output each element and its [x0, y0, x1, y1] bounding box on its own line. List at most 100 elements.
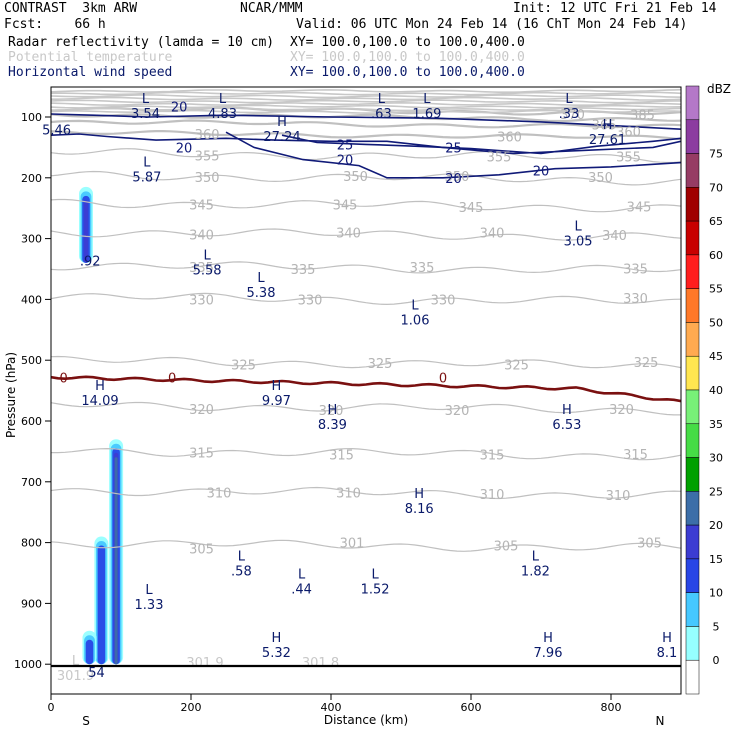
theta-label-315-3: 315 — [480, 448, 505, 463]
colorbar-swatch-1 — [685, 85, 700, 121]
field-wind-name: Horizontal wind speed — [8, 65, 173, 80]
wind-contour-20-top — [51, 113, 681, 130]
extremum-value-18: 6.53 — [552, 418, 581, 433]
header-forecast: Fcst: 66 h — [4, 17, 106, 32]
theta-label-365-1: 365 — [592, 118, 617, 133]
extremum-value-13: 5.38 — [247, 286, 276, 301]
reflectivity-cell-4-level-3 — [85, 639, 94, 665]
extremum-letter-22: L — [298, 567, 306, 582]
extremum-value-5: .33 — [559, 107, 580, 122]
theta-label-365-2: 360 — [616, 126, 641, 141]
theta-contour-320 — [51, 401, 681, 416]
theta-contour-345 — [51, 198, 681, 213]
colorbar-swatch-6 — [685, 254, 700, 289]
extremum-value-26: 7.96 — [534, 646, 563, 661]
extremum-value-27: 8.1 — [657, 646, 678, 661]
freezing-level-layer — [51, 375, 681, 403]
theta-label-320-1: 320 — [189, 403, 214, 418]
colorbar-label-75: 75 — [709, 148, 723, 161]
header-init: Init: 12 UTC Fri 21 Feb 14 — [513, 1, 717, 16]
theta-label-305-4: 305 — [637, 537, 662, 552]
y-tick-label-400: 400 — [21, 293, 42, 306]
extremum-value-23: 1.52 — [361, 582, 390, 597]
extremum-letter-23: L — [371, 567, 379, 582]
extremum-letter-7: H — [277, 115, 287, 130]
colorbar: 0 5 10 15 20 25 30 35 40 45 50 55 60 65 70 75 — [685, 85, 723, 695]
extremum-letter-27: H — [662, 631, 672, 646]
colorbar-swatch-12 — [685, 457, 700, 492]
field-reflectivity-xy: XY= 100.0,100.0 to 100.0,400.0 — [290, 35, 525, 50]
theta-label-355-3: 355 — [616, 151, 641, 166]
extremum-letter-9: L — [143, 156, 151, 171]
potential-temperature-layer — [51, 88, 681, 552]
extremum-value-6: 5.46 — [42, 123, 71, 138]
colorbar-label-10: 10 — [709, 587, 723, 600]
colorbar-swatch-4 — [685, 187, 700, 222]
x-tick-label-200: 200 — [181, 701, 202, 714]
x-axis-left-end-label: S — [82, 714, 90, 728]
field-wind-xy: XY= 100.0,100.0 to 100.0,400.0 — [290, 65, 525, 80]
colorbar-swatch-11 — [685, 423, 700, 458]
extremum-letter-24: L — [145, 583, 153, 598]
wind-contour-20-b — [225, 131, 681, 179]
wind-label-20-4: 20 — [445, 172, 462, 187]
extremum-letter-30: L — [72, 654, 80, 669]
extremum-letter-1: L — [142, 92, 150, 107]
theta-label-350-2: 350 — [343, 170, 368, 185]
extremum-letter-14: L — [411, 299, 419, 314]
wind-label-20-3: 20 — [337, 154, 354, 169]
header-org: NCAR/MMM — [240, 1, 303, 16]
theta-upper-band-3 — [51, 94, 681, 99]
theta-label-330-1: 330 — [189, 293, 214, 308]
wind-label-25-1: 25 — [337, 138, 354, 153]
extremum-value-17: 8.39 — [318, 418, 347, 433]
theta-label-310-3: 310 — [480, 488, 505, 503]
extremum-value-11: .92 — [80, 255, 101, 270]
theta-label-345-1: 345 — [189, 199, 214, 214]
extremum-value-25: 5.32 — [262, 646, 291, 661]
theta-contour-305 — [51, 539, 681, 552]
extremum-letter-16: H — [272, 379, 282, 394]
extremum-value-3: .63 — [371, 107, 392, 122]
wind-label-20-2: 20 — [176, 141, 193, 156]
theta-label-345-4: 345 — [627, 200, 652, 215]
theta-upper-band-4 — [51, 96, 681, 101]
theta-contour-310 — [51, 486, 681, 500]
colorbar-label-15: 15 — [709, 553, 723, 566]
theta-upper-band-8 — [51, 107, 681, 112]
theta-contour-350 — [51, 170, 681, 186]
theta-label-310-4: 310 — [606, 489, 631, 504]
colorbar-label-25: 25 — [709, 485, 723, 498]
theta-upper-band-7 — [51, 104, 681, 109]
freezing-level-label-1: 0 — [59, 371, 67, 386]
colorbar-label-5: 5 — [713, 620, 720, 633]
colorbar-swatch-2 — [685, 119, 700, 154]
colorbar-swatch-15 — [685, 558, 700, 593]
extremum-value-9: 5.87 — [132, 171, 161, 186]
y-axis-title: Pressure (hPa) — [4, 352, 18, 438]
header-valid: Valid: 06 UTC Mon 24 Feb 14 (16 ChT Mon … — [296, 17, 688, 32]
theta-label-325-3: 325 — [504, 358, 529, 373]
colorbar-label-50: 50 — [709, 316, 723, 329]
extremum-letter-13: L — [257, 271, 265, 286]
x-tick-label-400: 400 — [321, 701, 342, 714]
theta-contour-355 — [51, 148, 681, 164]
colorbar-label-40: 40 — [709, 384, 723, 397]
theta-label-315-1: 315 — [189, 447, 214, 462]
theta-contour-340 — [51, 228, 681, 241]
y-tick-label-900: 900 — [21, 597, 42, 610]
field-reflectivity-name: Radar reflectivity (lamda = 10 cm) — [8, 35, 275, 50]
colorbar-swatch-5 — [685, 220, 700, 256]
theta-label-340-3: 340 — [480, 227, 505, 242]
x-axis-title: Distance (km) — [324, 713, 408, 727]
theta-label-335-1: 335 — [189, 261, 214, 276]
colorbar-label-0: 0 — [713, 654, 720, 667]
theta-label-370-1: 370 — [560, 108, 585, 123]
extremum-value-22: .44 — [291, 582, 312, 597]
theta-contour-360 — [51, 130, 681, 141]
y-tick-label-1000: 1000 — [14, 658, 42, 671]
theta-contour-330 — [51, 292, 681, 306]
extremum-value-14: 1.06 — [401, 314, 430, 329]
